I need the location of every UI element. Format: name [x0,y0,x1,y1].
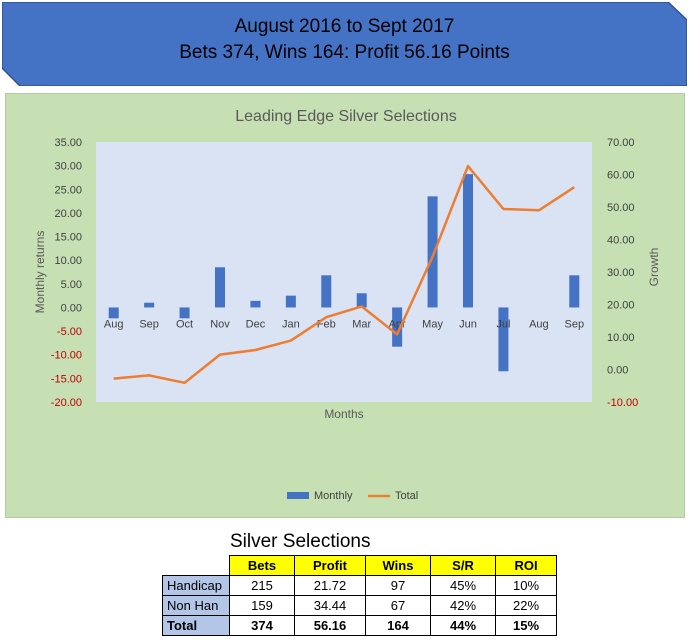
cell-roi: 10% [495,575,557,596]
table-row: Non Han 159 34.44 67 42% 22% [162,595,557,616]
bar-aug-0 [108,307,119,319]
left-tick-label: -10.00 [51,350,82,362]
cell-profit: 56.16 [294,615,366,636]
chart-title: Leading Edge Silver Selections [235,108,456,125]
cell-roi: 22% [495,595,557,616]
bar-dec-4 [250,300,261,308]
banner-shape [2,2,687,86]
row-label: Handicap [162,575,230,596]
cell-sr: 45% [430,575,496,596]
category-label: Jan [282,318,300,330]
table-row: Handicap 215 21.72 97 45% 10% [162,575,557,596]
bar-jun-10 [463,174,473,308]
bar-mar-7 [356,293,367,308]
table-header-row: Bets Profit Wins S/R ROI [162,555,557,576]
cell-wins: 97 [365,575,431,596]
bar-oct-2 [179,307,190,319]
legend-label-monthly: Monthly [314,490,353,502]
header-banner: August 2016 to Sept 2017 Bets 374, Wins … [2,2,687,86]
left-tick-label: 20.00 [54,208,82,220]
banner-line-1: August 2016 to Sept 2017 [234,16,455,37]
row-label: Total [162,615,230,636]
category-label: Jul [496,318,510,330]
right-tick-label: 40.00 [607,235,635,247]
cell-sr: 42% [430,595,496,616]
left-tick-label: 10.00 [54,255,82,267]
banner-text: August 2016 to Sept 2017 Bets 374, Wins … [2,14,687,66]
left-tick-label: 35.00 [54,137,82,149]
category-label: May [422,318,443,330]
legend-label-total: Total [395,490,418,502]
table-title: Silver Selections [230,531,371,552]
right-tick-label: 60.00 [607,170,635,182]
right-tick-label: 50.00 [607,202,635,214]
table-corner-cell [162,555,230,576]
header-wins: Wins [365,555,431,576]
table-row-total: Total 374 56.16 164 44% 15% [162,615,557,636]
cell-roi: 15% [495,615,557,636]
cell-sr: 44% [430,615,496,636]
right-tick-label: 0.00 [607,365,628,377]
category-label: Sep [139,318,159,330]
cell-wins: 164 [365,615,431,636]
right-tick-label: 20.00 [607,300,635,312]
bar-jan-5 [285,295,296,308]
left-tick-label: -20.00 [51,397,82,409]
left-tick-label: 0.00 [61,302,82,314]
series-line-total [113,164,575,385]
x-axis-label: Months [324,407,363,421]
category-label: Nov [210,318,230,330]
plot-area [96,142,592,402]
cell-profit: 21.72 [294,575,366,596]
summary-table: Bets Profit Wins S/R ROI Handicap 215 21… [162,555,557,636]
right-tick-label: 70.00 [607,137,635,149]
combo-chart: Leading Edge Silver Selections 35.00 30.00… [33,108,661,502]
category-label: Oct [176,318,193,330]
left-axis-label: Monthly returns [33,231,47,314]
category-label: Dec [246,318,266,330]
right-axis-label: Growth [647,248,661,287]
header-roi: ROI [495,555,557,576]
right-tick-label: -10.00 [607,397,638,409]
left-tick-label: -5.00 [57,326,82,338]
category-label: Sep [564,318,584,330]
left-tick-label: -15.00 [51,373,82,385]
category-label: Mar [352,318,371,330]
bar-apr-8 [392,307,403,347]
left-tick-label: 15.00 [54,232,82,244]
chart-panel: Leading Edge Silver Selections 35.00 30.00… [5,93,685,518]
bar-nov-3 [215,267,225,308]
left-tick-label: 5.00 [61,279,82,291]
cell-profit: 34.44 [294,595,366,616]
banner-line-2: Bets 374, Wins 164: Profit 56.16 Points [179,42,510,63]
bar-sep-1 [144,302,155,308]
cell-bets: 374 [229,615,295,636]
row-label: Non Han [162,595,230,616]
left-tick-label: 30.00 [54,161,82,173]
bar-sep-13 [569,275,580,308]
cell-bets: 215 [229,575,295,596]
cell-bets: 159 [229,595,295,616]
right-tick-label: 30.00 [607,267,635,279]
bar-may-9 [427,196,438,308]
cell-wins: 67 [365,595,431,616]
bar-feb-6 [321,275,332,308]
category-label: Jun [459,318,477,330]
header-sr: S/R [430,555,496,576]
header-profit: Profit [294,555,366,576]
left-tick-label: 25.00 [54,184,82,196]
category-label: Aug [529,318,549,330]
bar-jul-11 [498,307,509,372]
legend-swatch-monthly [287,492,309,499]
right-tick-label: 10.00 [607,332,635,344]
header-bets: Bets [229,555,295,576]
category-label: Aug [104,318,124,330]
